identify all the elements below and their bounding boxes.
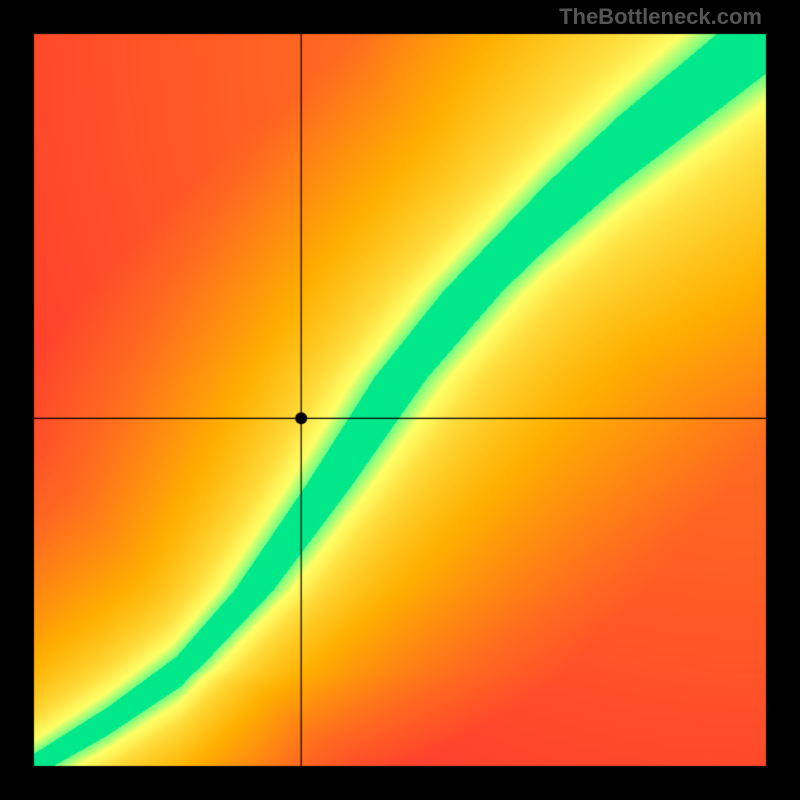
- chart-container: TheBottleneck.com: [0, 0, 800, 800]
- bottleneck-heatmap: [0, 0, 800, 800]
- watermark-text: TheBottleneck.com: [559, 4, 762, 30]
